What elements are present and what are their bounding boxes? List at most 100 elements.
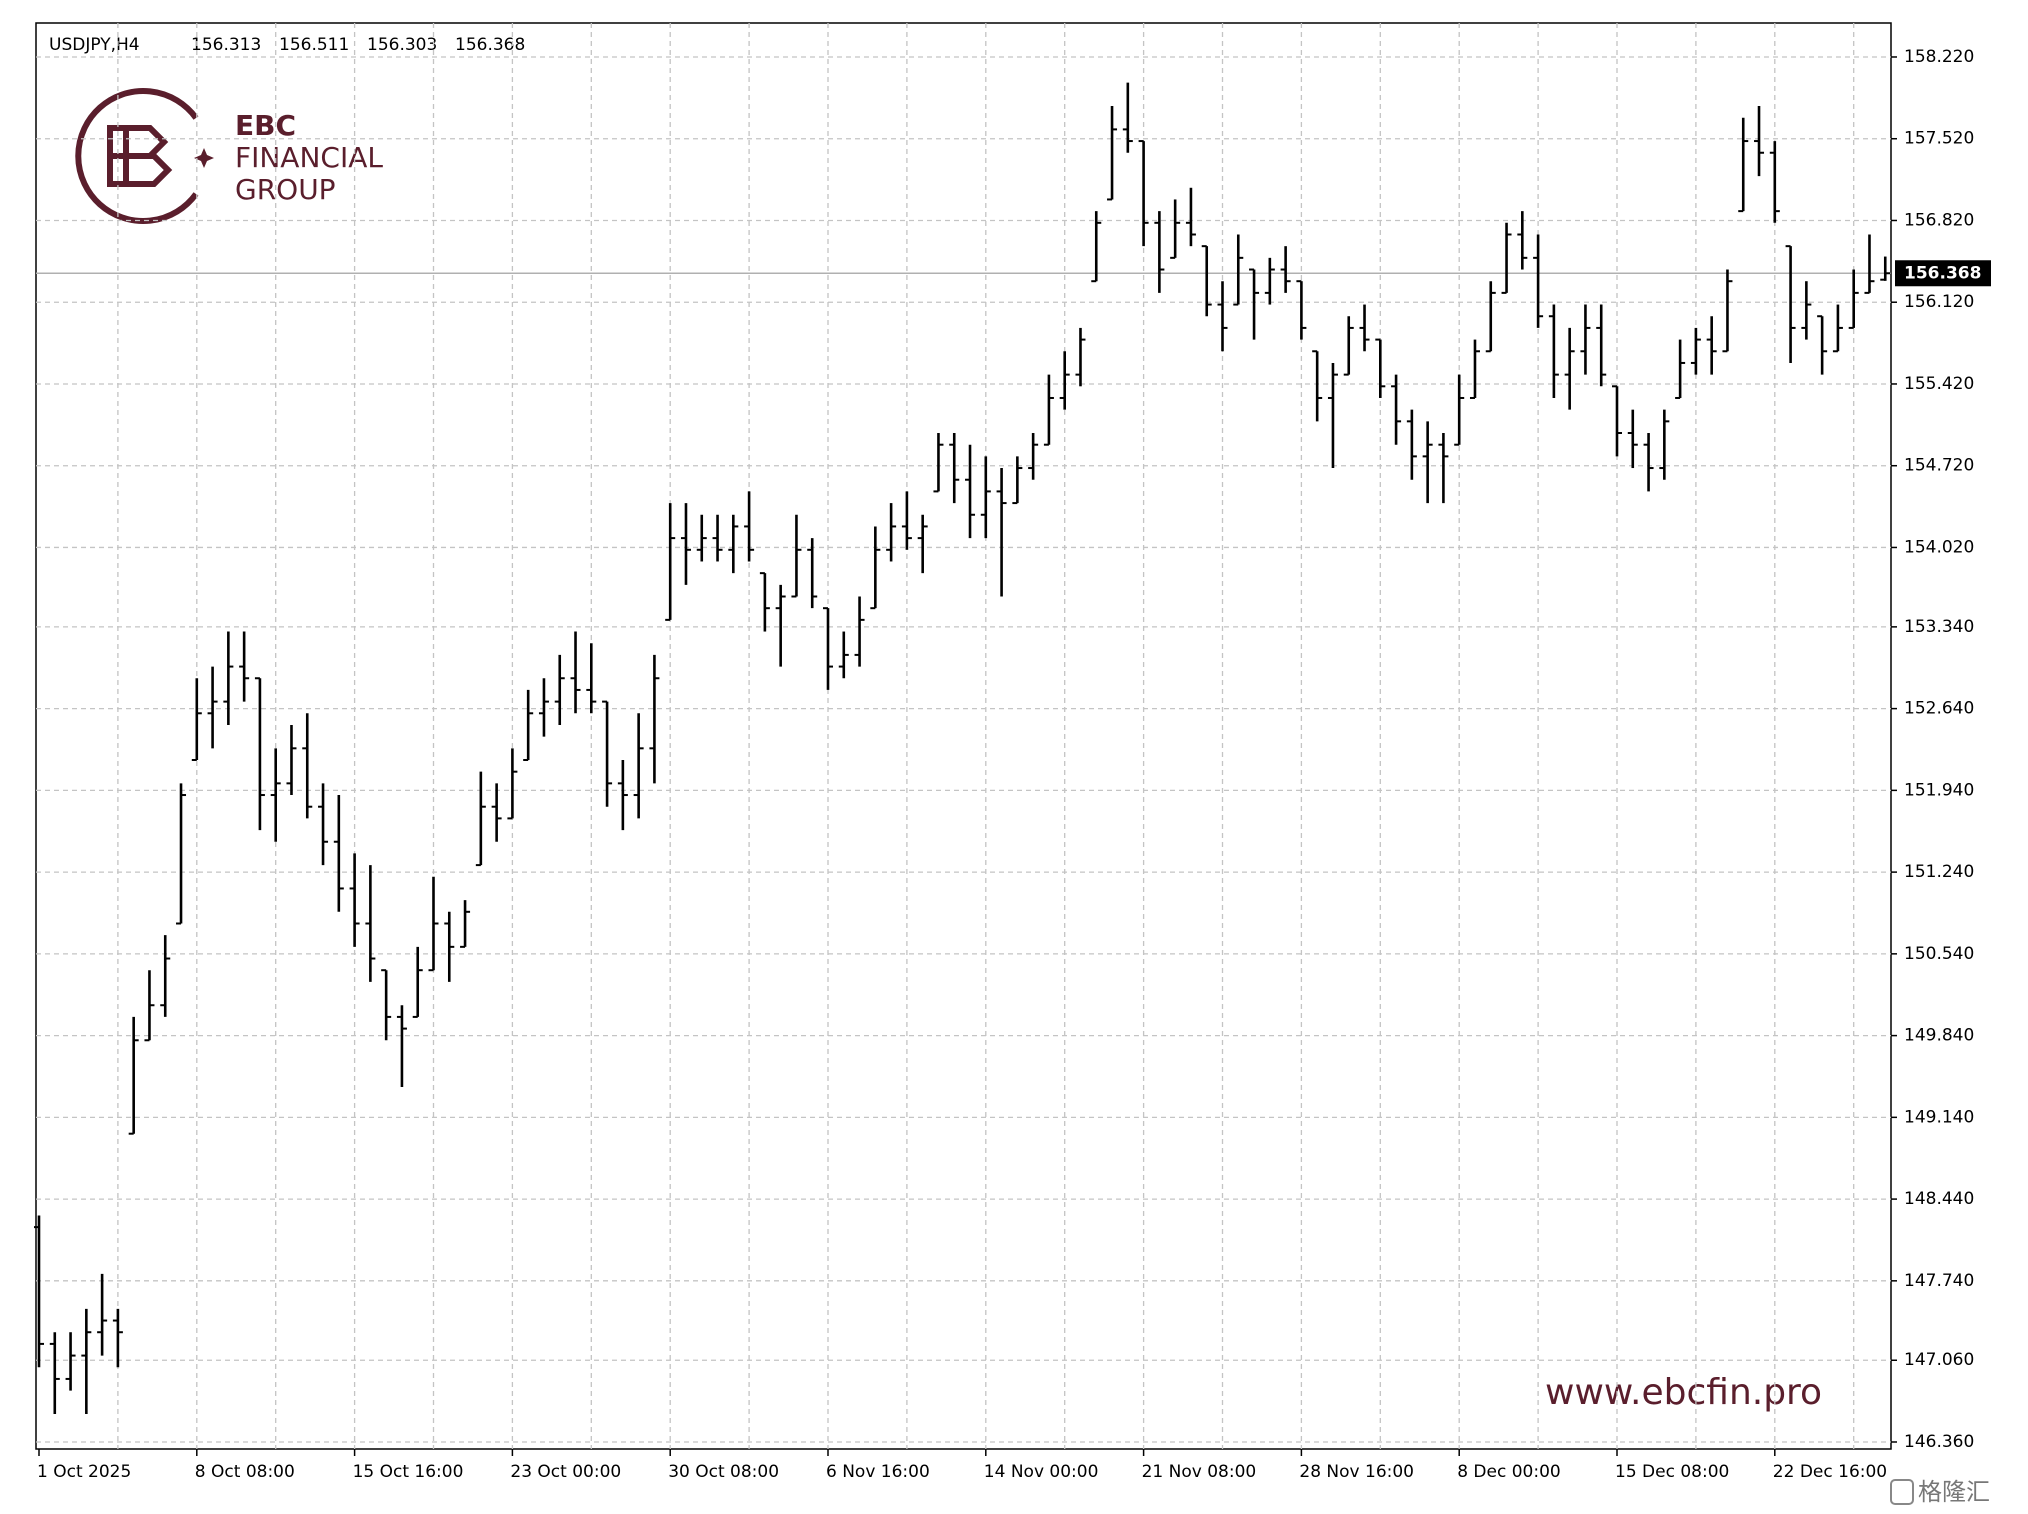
bar (333, 795, 344, 912)
quote: 156.303 (367, 35, 437, 55)
bar (207, 666, 218, 749)
y-tick-label: 149.140 (1904, 1107, 1974, 1127)
x-tick-label: 15 Oct 16:00 (353, 1462, 464, 1482)
symbol: USDJPY,H4 (49, 35, 140, 55)
bar (1312, 350, 1323, 422)
x-tick-label: 30 Oct 08:00 (668, 1462, 779, 1482)
y-tick-label: 151.240 (1904, 862, 1974, 882)
bar (523, 689, 534, 761)
bar (1817, 315, 1828, 375)
logo-mark (107, 125, 173, 187)
bar (1217, 281, 1228, 352)
y-tick-label: 148.440 (1904, 1189, 1974, 1209)
bar (1012, 456, 1023, 505)
bar (1264, 257, 1275, 305)
y-tick-label: 153.340 (1904, 617, 1974, 637)
bar (712, 514, 723, 562)
bar (128, 1016, 139, 1135)
bar (1233, 234, 1244, 306)
bar (223, 631, 234, 725)
brand-name: EBC (235, 109, 296, 142)
bar (144, 970, 155, 1042)
plot-frame (35, 22, 1892, 1450)
bar (1343, 316, 1354, 376)
brand-line: FINANCIAL (235, 141, 383, 174)
bar (1059, 351, 1070, 410)
bar (823, 607, 833, 690)
bar (1122, 82, 1133, 153)
bar (49, 1332, 60, 1414)
bar (1675, 339, 1686, 399)
x-tick-label: 28 Nov 16:00 (1299, 1462, 1414, 1482)
bar (965, 444, 976, 539)
bar (1375, 338, 1386, 398)
bar (949, 433, 960, 504)
brand-url: www.ebcfin.pro (1545, 1372, 1822, 1413)
bar (870, 526, 881, 610)
bar (933, 433, 944, 493)
bar (1327, 362, 1338, 469)
bar (1249, 268, 1260, 340)
quote: 156.313 (191, 35, 261, 55)
bar (286, 724, 297, 796)
bar (1170, 199, 1181, 259)
bar (1359, 304, 1370, 352)
bar (1848, 269, 1859, 329)
y-tick-label: 147.740 (1904, 1271, 1974, 1291)
bar (1612, 385, 1622, 457)
x-tick-label: 22 Dec 16:00 (1773, 1462, 1887, 1482)
bar (1280, 246, 1291, 293)
bar (728, 514, 739, 574)
bar (349, 853, 360, 947)
y-tick-label: 154.720 (1904, 456, 1974, 476)
y-tick-label: 154.020 (1904, 537, 1974, 557)
quote: 156.368 (455, 35, 525, 55)
bar (1564, 327, 1575, 410)
bar (775, 584, 786, 667)
bar (1706, 316, 1717, 375)
x-tick-label: 6 Nov 16:00 (826, 1462, 930, 1482)
bar (1596, 304, 1607, 387)
bar (538, 678, 549, 737)
bar (254, 677, 265, 831)
bar (1864, 234, 1875, 294)
bar (633, 713, 644, 819)
bar (1438, 433, 1449, 504)
bar (1028, 433, 1039, 480)
y-tick-label: 147.060 (1904, 1350, 1974, 1370)
bar (1075, 327, 1086, 387)
quote: 156.511 (279, 35, 349, 55)
bar (570, 631, 581, 714)
bar (1154, 211, 1165, 293)
x-tick-label: 8 Dec 00:00 (1457, 1462, 1561, 1482)
bar (365, 865, 376, 982)
current-price-label: 156.368 (1904, 263, 1981, 283)
bar (1580, 304, 1591, 375)
x-tick-label: 23 Oct 00:00 (510, 1462, 621, 1482)
bar (381, 969, 392, 1041)
x-tick-label: 21 Nov 08:00 (1142, 1462, 1257, 1482)
bar (1391, 374, 1402, 445)
bar (1107, 106, 1118, 201)
brand-line: GROUP (235, 173, 336, 206)
x-tick-label: 1 Oct 2025 (37, 1462, 131, 1482)
bar (1517, 211, 1528, 270)
bar (34, 1215, 44, 1368)
bar (1469, 339, 1480, 399)
bar (1454, 374, 1465, 446)
bar (1769, 141, 1780, 223)
bar (1548, 304, 1559, 398)
bar (586, 643, 597, 714)
bar (602, 700, 613, 807)
bar (428, 876, 439, 972)
bar (270, 748, 281, 842)
bar (318, 783, 329, 866)
bar (97, 1273, 108, 1356)
bar (160, 935, 171, 1017)
bar (302, 713, 313, 819)
bar (444, 911, 455, 982)
bar (1296, 280, 1307, 340)
bar (1501, 222, 1512, 294)
bar (1091, 211, 1102, 283)
